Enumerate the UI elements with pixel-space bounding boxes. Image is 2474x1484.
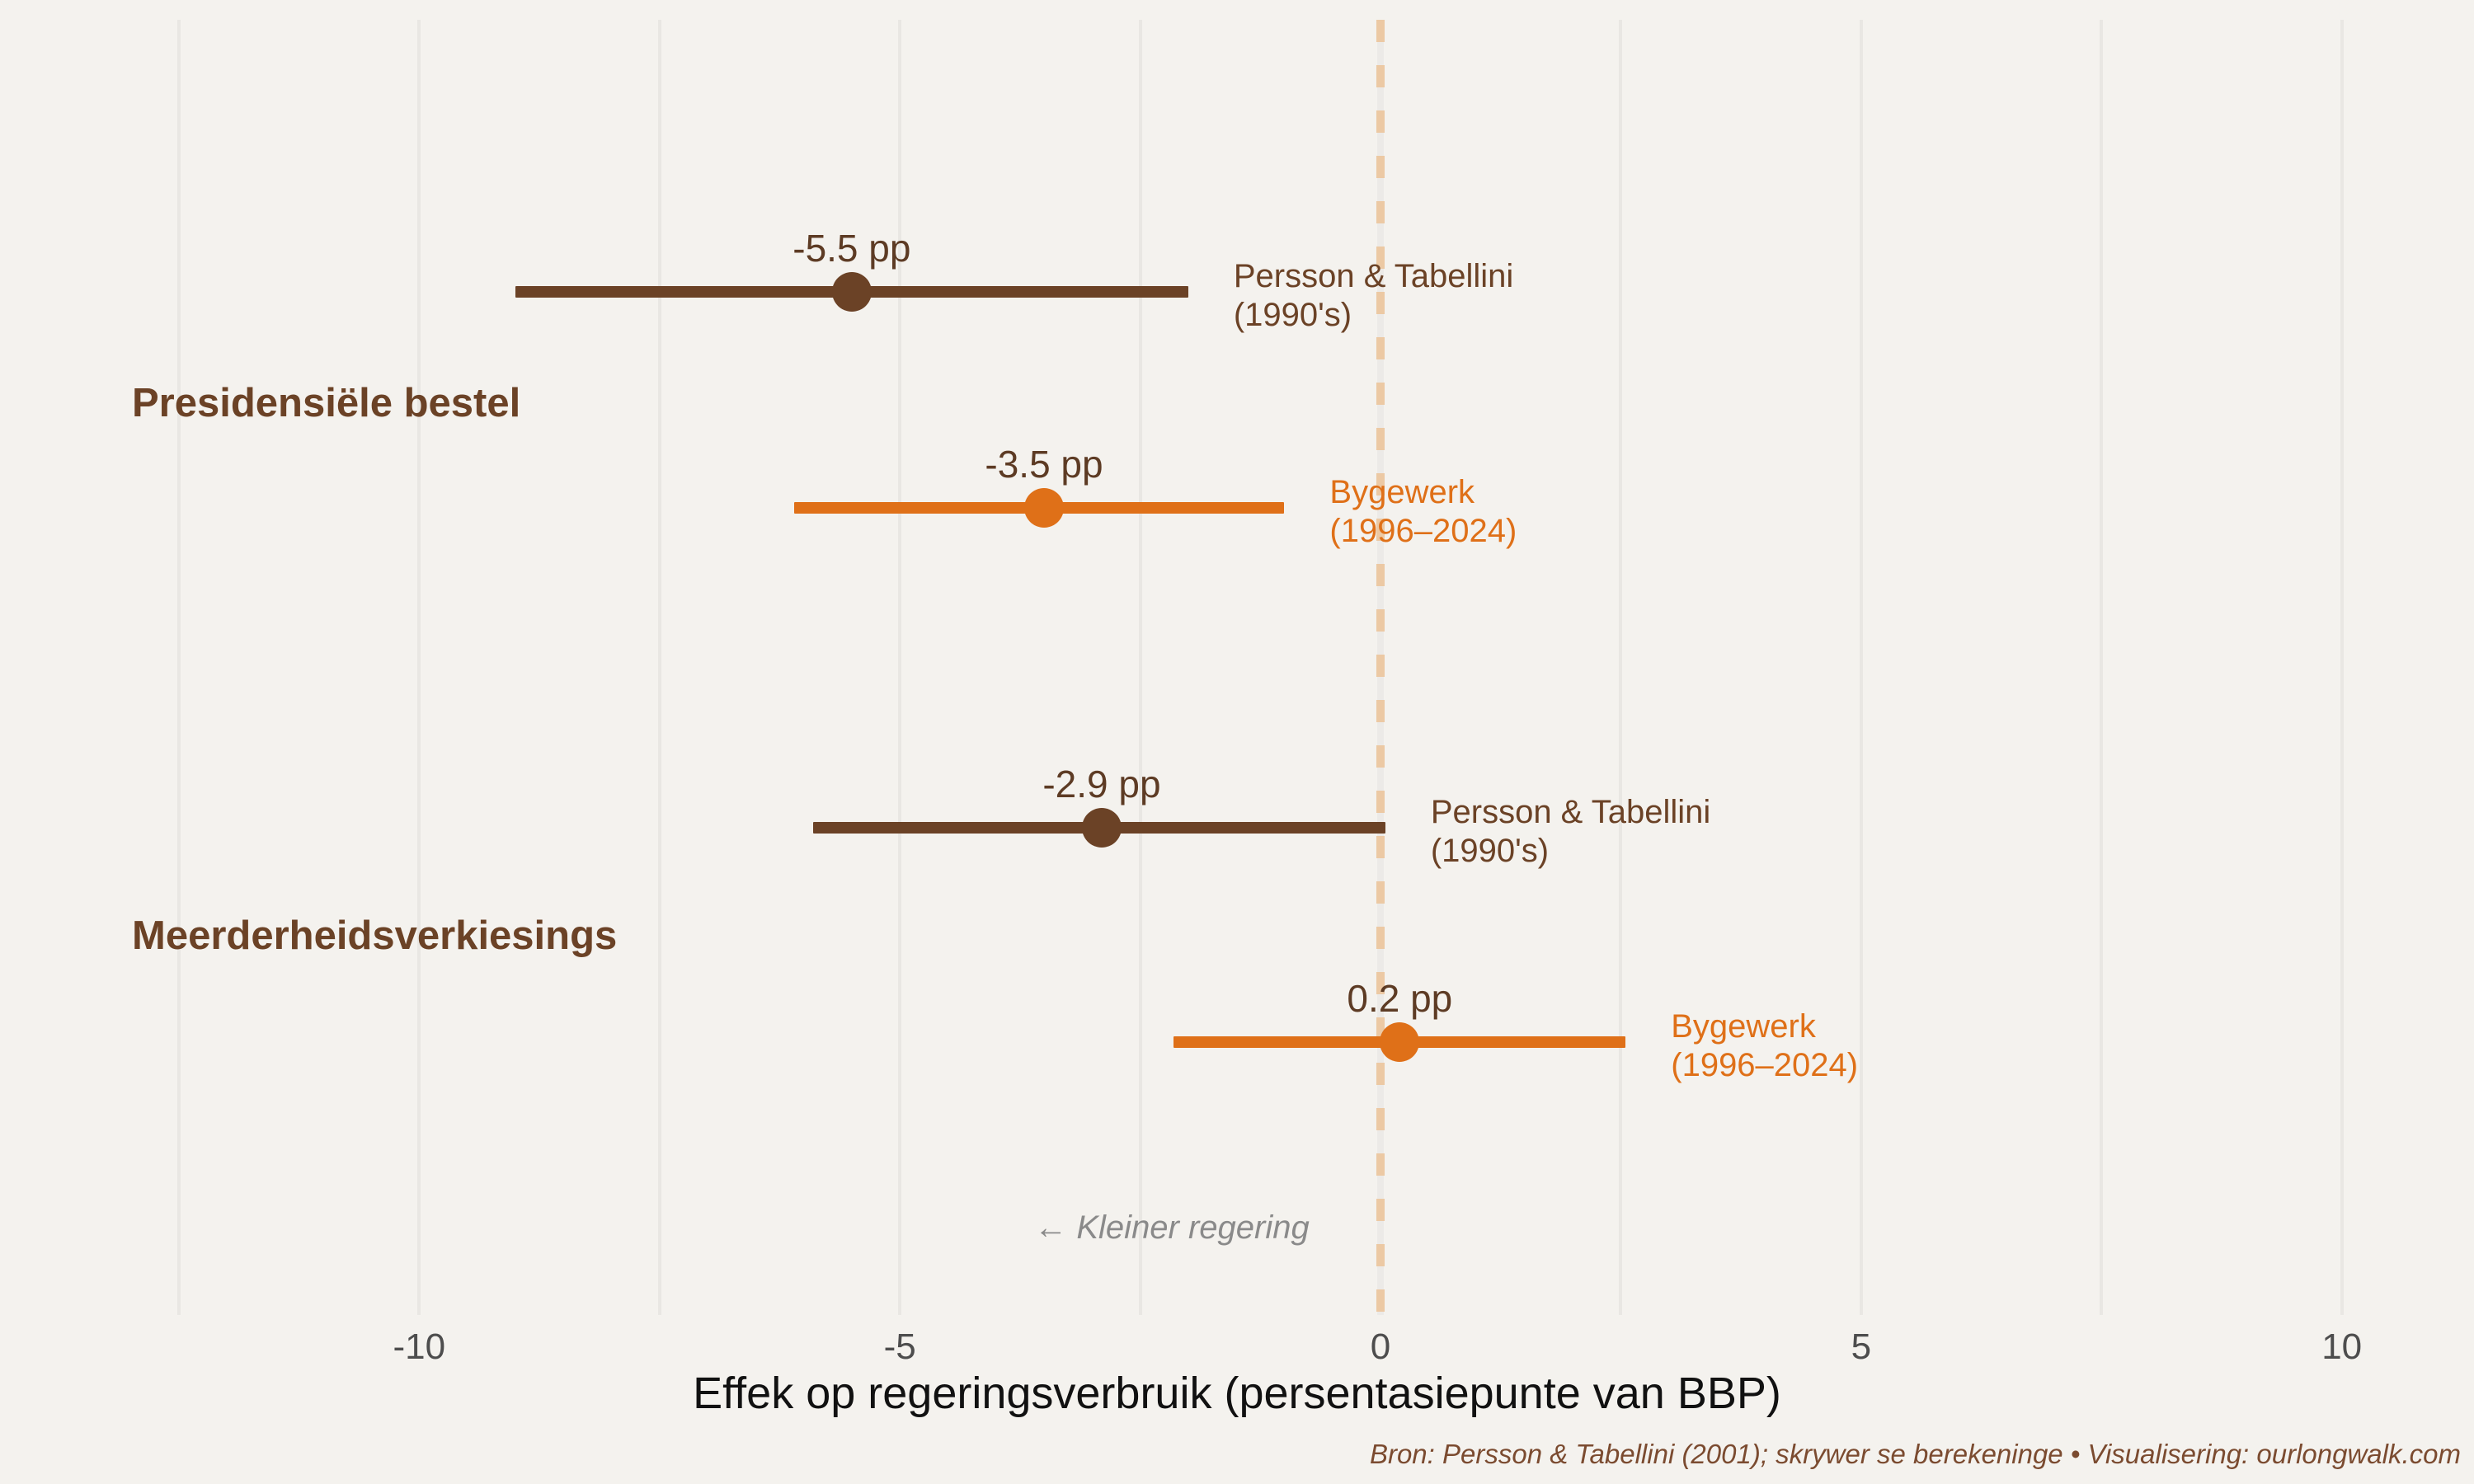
smaller-government-annotation: ← Kleiner regering xyxy=(1034,1209,1310,1246)
source-caption: Bron: Persson & Tabellini (2001); skrywe… xyxy=(1369,1439,2461,1469)
x-tick-label: 0 xyxy=(1370,1327,1391,1367)
gridline xyxy=(417,20,421,1315)
gridline xyxy=(898,20,902,1315)
series-label: Persson & Tabellini (1990's) xyxy=(1233,258,1514,333)
group-label: Meerderheidsverkiesings xyxy=(132,913,618,958)
gridline xyxy=(1619,20,1623,1315)
estimate-value-label: -5.5 pp xyxy=(793,227,911,270)
point-estimate-dot xyxy=(1081,808,1122,848)
estimate-value-label: -3.5 pp xyxy=(985,443,1103,486)
point-estimate-dot xyxy=(831,272,872,312)
gridline xyxy=(2100,20,2104,1315)
gridline xyxy=(657,20,661,1315)
point-estimate-dot xyxy=(1380,1022,1420,1062)
x-axis-label: Effek op regeringsverbruik (persentasiep… xyxy=(693,1369,1781,1418)
group-label: Presidensiële bestel xyxy=(132,381,521,425)
x-tick-label: 5 xyxy=(1851,1327,1872,1367)
x-tick-label: -5 xyxy=(883,1327,916,1367)
estimate-value-label: -2.9 pp xyxy=(1042,763,1161,805)
series-label: Bygewerk (1996–2024) xyxy=(1671,1008,1859,1083)
gridline xyxy=(1859,20,1863,1315)
series-label: Persson & Tabellini (1990's) xyxy=(1430,794,1711,869)
series-label: Bygewerk (1996–2024) xyxy=(1329,474,1517,549)
x-tick-label: -10 xyxy=(393,1327,446,1367)
gridline xyxy=(2340,20,2344,1315)
gridline xyxy=(1138,20,1142,1315)
gridline xyxy=(176,20,181,1315)
x-tick-label: 10 xyxy=(2321,1327,2363,1367)
point-estimate-dot xyxy=(1024,488,1064,528)
zero-line-dash xyxy=(1376,20,1385,1315)
estimate-value-label: 0.2 pp xyxy=(1347,977,1453,1020)
